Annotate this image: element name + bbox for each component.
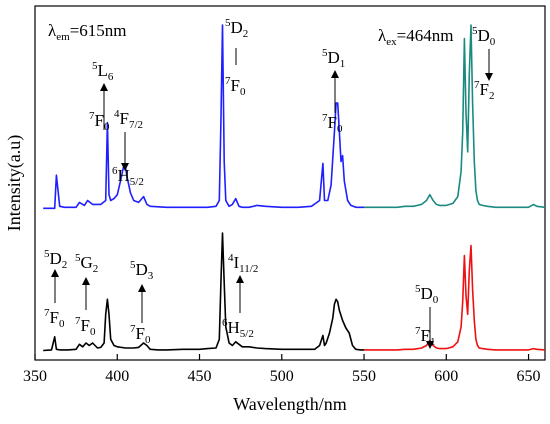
svg-text:5G2: 5G2	[75, 252, 98, 275]
series-line-0	[43, 24, 364, 210]
svg-text:5D3: 5D3	[130, 259, 154, 282]
svg-text:7F0: 7F0	[130, 323, 151, 346]
svg-text:7F1: 7F1	[415, 325, 435, 348]
x-tick-label: 650	[517, 368, 541, 385]
svg-text:7F0: 7F0	[225, 75, 246, 98]
svg-text:7F0: 7F0	[89, 110, 110, 133]
series-layer	[43, 24, 546, 352]
svg-text:5D1: 5D1	[322, 47, 345, 70]
svg-text:7F0: 7F0	[322, 112, 343, 135]
x-tick-label: 400	[105, 368, 129, 385]
x-axis-ticks: 350 400 450 500 550 600 650	[23, 354, 541, 385]
x-tick-label: 600	[434, 368, 458, 385]
svg-text:7F0: 7F0	[75, 315, 96, 338]
svg-text:4F7/2: 4F7/2	[114, 108, 143, 131]
lambda-em-label: λem=615nm	[48, 21, 127, 43]
svg-text:5D0: 5D0	[415, 283, 439, 306]
series-line-3	[364, 244, 546, 351]
y-axis-label: Intensity(a.u)	[4, 135, 25, 231]
x-axis-label: Wavelength/nm	[233, 394, 347, 414]
svg-text:5D2: 5D2	[44, 248, 67, 271]
svg-text:5D2: 5D2	[225, 17, 248, 40]
x-tick-label: 550	[352, 368, 376, 385]
svg-text:6H5/2: 6H5/2	[112, 165, 144, 188]
series-line-1	[364, 24, 546, 209]
svg-text:5D0: 5D0	[472, 25, 496, 48]
lambda-ex-label: λex=464nm	[378, 26, 453, 48]
svg-text:7F2: 7F2	[474, 79, 494, 102]
x-tick-label: 500	[270, 368, 294, 385]
svg-text:5L6: 5L6	[92, 60, 114, 83]
svg-text:4I11/2: 4I11/2	[228, 252, 258, 275]
plot-frame	[34, 5, 546, 361]
x-tick-label: 350	[23, 368, 47, 385]
series-line-2	[43, 232, 364, 352]
lower-transition-labels: 5D2 7F0 5G2 7F0 5D3 7F0 4I11/2 6H5/2 5D0…	[44, 248, 439, 349]
svg-text:6H5/2: 6H5/2	[222, 317, 254, 340]
svg-text:7F0: 7F0	[44, 307, 65, 330]
upper-transition-labels: 5L6 7F0 4F7/2 6H5/2 5D2 7F0 5D1 7F0 5D0 …	[89, 17, 496, 188]
x-tick-label: 450	[188, 368, 212, 385]
